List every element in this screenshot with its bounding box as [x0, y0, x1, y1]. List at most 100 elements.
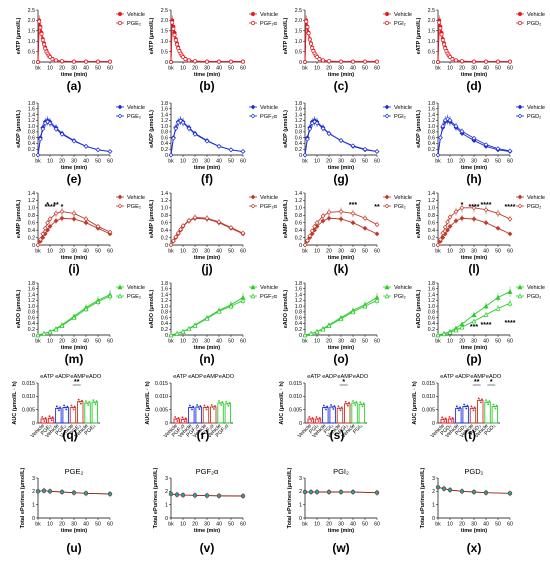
- y-axis-label: eAMP (μmol/L): [283, 200, 289, 239]
- bar-dot: [455, 405, 458, 408]
- x-tick-label: 10: [180, 249, 186, 255]
- data-point: [240, 493, 246, 499]
- y-tick-label: 0.2: [428, 327, 435, 333]
- bar-dot: [326, 405, 328, 408]
- data-point: [483, 490, 489, 495]
- y-tick-label: 2.0: [28, 18, 35, 24]
- panel-r: 0 0.005 0.010 0.015 AUC (μmol/L · h) eATP eADP…: [145, 374, 235, 442]
- x-tick-label: bk: [435, 339, 441, 345]
- y-tick-label: 1.0: [295, 206, 302, 212]
- data-point: [204, 138, 210, 144]
- y-tick-label: 0: [165, 421, 168, 427]
- legend-marker: [250, 203, 256, 209]
- legend-label: Vehicle: [394, 12, 412, 18]
- data-point: [192, 131, 198, 137]
- y-tick-label: 0: [299, 516, 302, 522]
- x-tick-label: bk: [302, 522, 308, 528]
- x-tick-label: bk: [168, 159, 174, 165]
- y-axis-label: eAMP (μmol/L): [416, 200, 422, 239]
- bar-dot: [362, 402, 365, 405]
- x-axis-label: time (min): [194, 165, 220, 171]
- data-point: [459, 205, 465, 211]
- x-tick-label: 40: [216, 249, 222, 255]
- y-tick-label: 1.4: [161, 112, 168, 118]
- data-point: [302, 332, 308, 338]
- significance-mark: **: [53, 202, 59, 209]
- bar-dot: [338, 407, 341, 410]
- y-axis-label: AUC (μmol/L · h): [145, 381, 151, 424]
- x-tick-label: 40: [483, 66, 489, 72]
- panel-label: (d): [466, 79, 481, 93]
- x-tick-label: 30: [338, 66, 344, 72]
- data-point: [186, 218, 192, 223]
- x-tick-label: 10: [47, 159, 53, 165]
- y-tick-label: 0.2: [161, 147, 168, 153]
- data-point: [35, 489, 41, 494]
- x-tick-label: 30: [471, 522, 477, 528]
- data-point: [435, 332, 441, 338]
- y-tick-label: 0.8: [428, 130, 435, 136]
- y-tick-label: 1.0: [295, 124, 302, 130]
- y-tick-label: 0.6: [161, 315, 168, 321]
- legend-label: PGF₂α: [260, 21, 278, 27]
- data-point: [107, 149, 113, 154]
- y-tick-label: 0.2: [28, 147, 35, 153]
- data-point: [338, 316, 344, 322]
- panel-o: 00.20.40.60.81.01.21.41.61.8 bk 10 20 30 40 50…: [283, 281, 412, 366]
- y-tick-label: 1.0: [428, 206, 435, 212]
- y-tick-label: 0.4: [295, 141, 302, 147]
- x-tick-label: bk: [35, 66, 41, 72]
- x-tick-label: 20: [326, 522, 332, 528]
- x-tick-label: 30: [471, 159, 477, 165]
- x-tick-label: 60: [507, 66, 513, 72]
- data-point: [302, 152, 308, 158]
- data-point: [447, 329, 453, 335]
- bar-dot: [225, 400, 228, 403]
- x-axis-label: time (min): [61, 165, 87, 171]
- data-point: [326, 323, 332, 329]
- bar-dot: [192, 405, 195, 408]
- bar-dot: [184, 417, 187, 420]
- data-point: [338, 138, 344, 143]
- data-point: [240, 230, 246, 236]
- data-point: [306, 31, 311, 36]
- bar-dot: [211, 406, 214, 408]
- y-tick-label: 0.2: [161, 235, 168, 241]
- x-tick-label: 60: [240, 159, 246, 165]
- x-tick-label: bk: [168, 66, 174, 72]
- bar-dot: [441, 416, 444, 419]
- x-tick-label: 20: [59, 522, 65, 528]
- data-point: [459, 215, 465, 221]
- x-axis-label: time (min): [61, 528, 87, 534]
- group-label: eATP: [40, 374, 54, 380]
- y-tick-label: 2.0: [428, 18, 435, 24]
- data-point: [304, 19, 309, 24]
- x-tick-label: 20: [459, 249, 465, 255]
- y-tick-label: 0.015: [22, 381, 35, 387]
- x-tick-label: 20: [459, 339, 465, 345]
- bar-dot: [94, 403, 97, 406]
- data-point: [305, 238, 310, 243]
- bar: [91, 401, 99, 424]
- legend-marker: [250, 194, 256, 200]
- y-tick-label: 1.0: [428, 304, 435, 310]
- x-tick-label: 10: [180, 66, 186, 72]
- y-tick-label: 0.4: [295, 321, 302, 327]
- x-tick-label: bk: [435, 66, 441, 72]
- bar-dot: [354, 404, 357, 406]
- bar-dot: [310, 420, 313, 422]
- bar-dot: [49, 417, 52, 420]
- data-point: [42, 42, 46, 47]
- data-point: [374, 490, 380, 495]
- data-point: [483, 303, 489, 309]
- data-point: [174, 492, 180, 497]
- significance-mark: *: [461, 202, 464, 209]
- data-point: [186, 126, 192, 131]
- bar-dot: [227, 404, 230, 407]
- panel-label: (f): [201, 172, 213, 186]
- bar-dot: [51, 416, 54, 419]
- data-point: [303, 60, 307, 64]
- bar-dot: [59, 406, 61, 409]
- x-tick-label: 20: [459, 66, 465, 72]
- x-tick-label: 30: [471, 339, 477, 345]
